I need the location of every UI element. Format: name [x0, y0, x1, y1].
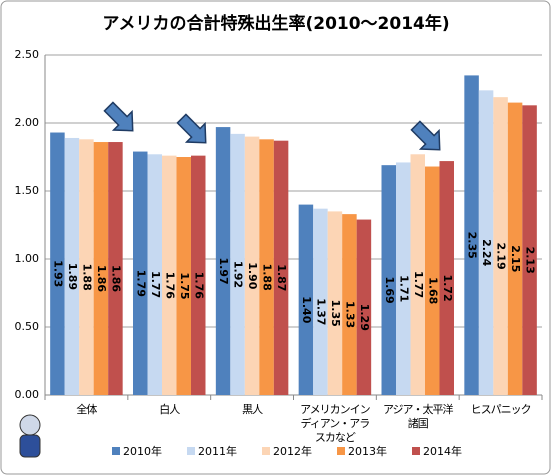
- bar: [108, 142, 123, 395]
- legend-label: 2010年: [123, 444, 162, 458]
- bar: [439, 161, 454, 395]
- value-label: 1.93: [51, 260, 64, 287]
- arrow: [410, 120, 441, 151]
- bar: [191, 155, 206, 395]
- value-label: 1.87: [275, 264, 288, 291]
- bar: [64, 137, 80, 395]
- value-label: 1.97: [217, 257, 230, 284]
- bar: [425, 166, 440, 395]
- value-label: 1.88: [261, 264, 274, 291]
- bar: [273, 140, 289, 395]
- value-label: 1.77: [412, 271, 425, 298]
- x-tick-label: アジア・太平洋諸国: [382, 403, 454, 430]
- value-label: 1.90: [246, 262, 259, 289]
- value-label: 1.33: [343, 301, 356, 328]
- value-label: 1.88: [80, 264, 93, 291]
- bar: [215, 127, 231, 395]
- value-label: 1.40: [300, 296, 313, 323]
- value-label: 1.37: [314, 298, 327, 325]
- legend-swatch: [337, 447, 345, 455]
- value-label: 1.76: [163, 272, 176, 299]
- value-label: 2.15: [509, 245, 522, 272]
- x-tick-label: 黒人: [242, 403, 263, 416]
- bar: [507, 102, 523, 395]
- value-label: 1.79: [134, 270, 147, 297]
- bar: [493, 97, 508, 395]
- value-label: 1.72: [441, 274, 454, 301]
- bar: [230, 133, 245, 395]
- bar: [327, 211, 343, 395]
- bar: [259, 139, 274, 395]
- value-label: 1.86: [95, 265, 108, 292]
- bar: [147, 154, 162, 395]
- bar: [176, 157, 191, 395]
- value-label: 2.19: [495, 243, 508, 270]
- y-tick-label: 0.00: [15, 388, 40, 401]
- bar: [93, 142, 109, 395]
- legend-swatch: [262, 447, 270, 455]
- value-label: 1.76: [192, 272, 205, 299]
- bar: [464, 75, 479, 396]
- y-tick-label: 1.50: [15, 184, 40, 197]
- legend-swatch: [187, 447, 195, 455]
- legend-label: 2011年: [198, 444, 237, 458]
- bar: [396, 162, 411, 395]
- legend-label: 2013年: [348, 444, 387, 458]
- value-label: 1.35: [329, 300, 342, 327]
- bar: [381, 165, 396, 395]
- arrow: [176, 113, 207, 144]
- value-label: 2.24: [480, 239, 493, 266]
- bar: [244, 136, 260, 395]
- arrows: [103, 101, 441, 151]
- bar: [79, 139, 94, 395]
- bar: [410, 154, 425, 395]
- value-label: 1.92: [232, 261, 245, 288]
- value-label: 1.89: [66, 263, 79, 290]
- arrow: [103, 101, 134, 132]
- bar: [50, 132, 65, 395]
- bar: [342, 214, 357, 395]
- y-tick-label: 2.50: [15, 48, 40, 61]
- y-tick-label: 2.00: [15, 116, 40, 129]
- legend-label: 2012年: [273, 444, 312, 458]
- bar: [522, 105, 537, 395]
- x-tick-label: ヒスパニック: [470, 403, 532, 416]
- value-label: 2.35: [466, 232, 479, 259]
- x-tick-label: 全体: [76, 403, 97, 416]
- value-label: 2.13: [524, 247, 537, 274]
- y-tick-label: 1.00: [15, 252, 40, 265]
- value-label: 1.75: [178, 272, 191, 299]
- y-tick-label: 0.50: [15, 320, 40, 333]
- legend-swatch: [112, 447, 120, 455]
- mascot: [19, 414, 41, 458]
- bar: [478, 90, 494, 396]
- value-label: 1.71: [397, 275, 410, 302]
- bar: [356, 219, 372, 395]
- value-label: 1.69: [383, 277, 396, 304]
- value-label: 1.77: [149, 271, 162, 298]
- bar: [313, 208, 328, 395]
- x-tick-label: アメリカンインディアン・アラスカなど: [300, 403, 370, 444]
- bar: [162, 155, 177, 395]
- x-tick-label: 白人: [159, 403, 180, 416]
- value-label: 1.68: [426, 277, 439, 304]
- value-label: 1.86: [109, 265, 122, 292]
- value-label: 1.29: [358, 304, 371, 331]
- bar: [133, 151, 148, 395]
- bar: [298, 204, 314, 395]
- chart-title: アメリカの合計特殊出生率(2010～2014年): [102, 13, 449, 34]
- legend-swatch: [412, 447, 420, 455]
- legend-label: 2014年: [423, 444, 462, 458]
